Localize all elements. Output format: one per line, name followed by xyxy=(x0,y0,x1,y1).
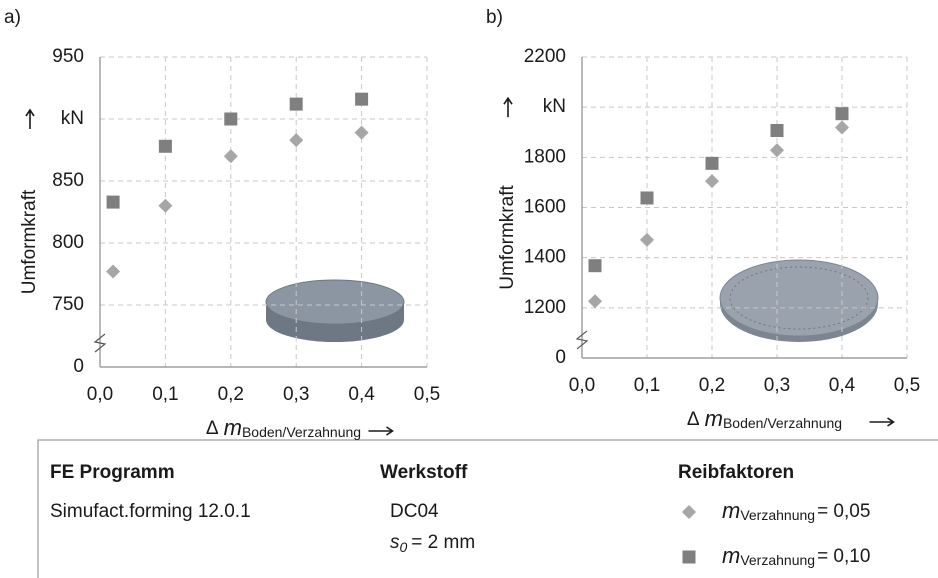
marker-square xyxy=(290,98,303,111)
marker-square xyxy=(589,259,602,272)
legend-symbol: m xyxy=(722,543,740,568)
thickness-value: = 2 mm xyxy=(411,532,475,553)
x-tick-label: 0,2 xyxy=(218,384,244,405)
material-name: DC04 xyxy=(390,501,439,522)
y-axis-label: Umformkraft xyxy=(497,185,518,290)
x-tick-label: 0,0 xyxy=(87,384,113,405)
x-tick-label: 0,4 xyxy=(348,384,375,405)
x-arrow xyxy=(369,427,393,435)
marker-diamond xyxy=(835,120,849,134)
marker-diamond xyxy=(355,126,369,140)
x-tick-label: 0,1 xyxy=(634,375,660,396)
marker-diamond xyxy=(770,143,784,157)
x-tick-label: 0,5 xyxy=(894,375,920,396)
program-header: FE Programm xyxy=(50,462,175,483)
disk-illustration-a xyxy=(266,280,404,342)
legend-subscript: Verzahnung xyxy=(740,552,815,568)
x-tick-label: 0,5 xyxy=(414,384,440,405)
y-tick-label: 0 xyxy=(73,356,84,377)
marker-square xyxy=(683,551,696,564)
legend-subscript: Verzahnung xyxy=(740,507,815,523)
disk-illustration-b xyxy=(720,260,878,342)
y-arrow xyxy=(504,98,512,117)
y-tick-label: 950 xyxy=(52,46,84,67)
x-label-subscript: Boden/Verzahnung xyxy=(723,415,842,431)
legend-value: = 0,05 xyxy=(817,501,870,522)
marker-diamond xyxy=(640,233,654,247)
marker-square xyxy=(641,191,654,204)
marker-diamond xyxy=(158,199,172,213)
marker-square xyxy=(355,93,368,106)
x-label-symbol: m xyxy=(705,406,723,431)
marker-square xyxy=(771,124,784,137)
y-axis-label: Umformkraft xyxy=(19,189,40,294)
y-tick-label: kN xyxy=(61,108,84,129)
y-tick-label: 2200 xyxy=(524,46,566,67)
marker-diamond xyxy=(682,505,696,519)
x-label-subscript: Boden/Verzahnung xyxy=(242,424,361,440)
x-tick-label: 0,3 xyxy=(283,384,309,405)
x-tick-label: 0,0 xyxy=(569,375,595,396)
y-tick-label: 1600 xyxy=(524,197,566,218)
panel-label: a) xyxy=(4,7,21,28)
legend-label: mVerzahnung= 0,10 xyxy=(722,543,870,568)
friction-header: Reibfaktoren xyxy=(678,462,794,483)
panel-label: b) xyxy=(486,7,503,28)
x-label-delta: Δ xyxy=(206,418,219,439)
marker-diamond xyxy=(705,174,719,188)
marker-square xyxy=(706,157,719,170)
x-label-delta: Δ xyxy=(687,409,700,430)
marker-square xyxy=(836,107,849,120)
marker-diamond xyxy=(224,149,238,163)
thickness-subscript: 0 xyxy=(400,539,408,555)
thickness-symbol: s xyxy=(390,532,400,553)
marker-square xyxy=(107,196,120,209)
x-tick-label: 0,4 xyxy=(829,375,856,396)
marker-diamond xyxy=(289,133,303,147)
y-tick-label: 1800 xyxy=(524,146,566,167)
marker-diamond xyxy=(106,265,120,279)
material-thickness: s0= 2 mm xyxy=(390,532,475,555)
legend-label: mVerzahnung= 0,05 xyxy=(722,498,870,523)
y-tick-label: 1400 xyxy=(524,247,566,268)
y-tick-label: 800 xyxy=(52,232,84,253)
y-tick-label: 850 xyxy=(52,170,84,191)
marker-square xyxy=(159,140,172,153)
y-tick-label: 1200 xyxy=(524,297,566,318)
figure: FE Programm Simufact.forming 12.0.1 Werk… xyxy=(0,0,938,578)
x-label-symbol: m xyxy=(224,415,242,440)
legend-value: = 0,10 xyxy=(817,546,870,567)
marker-square xyxy=(224,113,237,126)
y-tick-label: 750 xyxy=(52,294,84,315)
x-tick-label: 0,3 xyxy=(764,375,790,396)
y-arrow xyxy=(26,110,34,129)
marker-diamond xyxy=(588,294,602,308)
x-tick-label: 0,2 xyxy=(699,375,725,396)
material-header: Werkstoff xyxy=(380,462,468,483)
x-tick-label: 0,1 xyxy=(152,384,178,405)
y-tick-label: 0 xyxy=(555,347,566,368)
y-tick-label: kN xyxy=(543,96,566,117)
x-arrow xyxy=(870,418,894,426)
program-text: Simufact.forming 12.0.1 xyxy=(50,501,251,522)
legend-symbol: m xyxy=(722,498,740,523)
